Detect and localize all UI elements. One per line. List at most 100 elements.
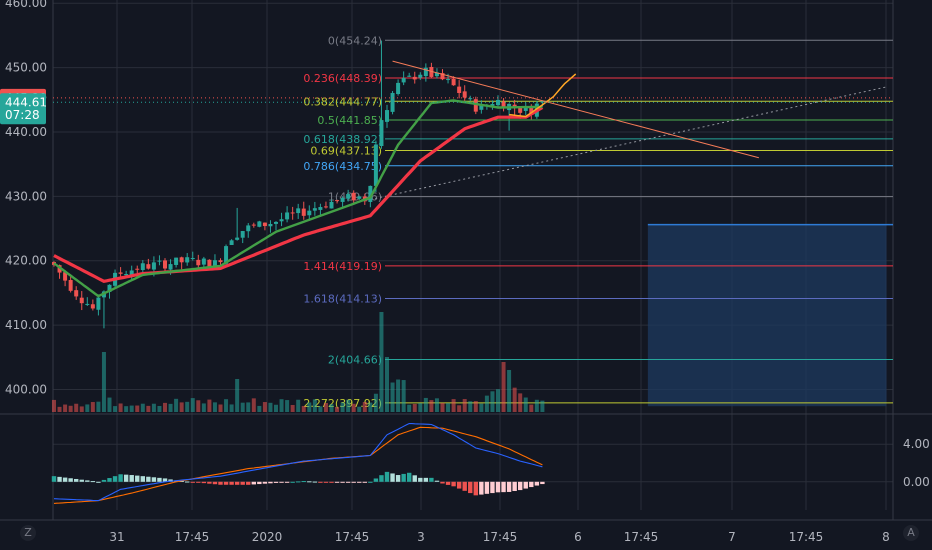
price-axis-label: 450.00: [5, 61, 47, 75]
volume-bar: [462, 399, 467, 412]
candle-body: [440, 73, 445, 80]
candle-body: [340, 197, 345, 202]
volume-bar: [335, 406, 340, 412]
candle-body: [323, 206, 328, 208]
macd-histogram: [51, 471, 545, 496]
candle-body: [423, 67, 428, 77]
macd-histogram-bar: [390, 473, 395, 482]
macd-histogram-bar: [445, 481, 451, 485]
macd-histogram-bar: [506, 481, 512, 492]
volume-bar: [429, 400, 434, 412]
macd-histogram-bar: [512, 481, 517, 492]
volume-bar: [174, 398, 179, 412]
candle-body: [68, 280, 73, 291]
macd-histogram-bar: [234, 481, 240, 485]
candle-body: [229, 240, 234, 245]
volume-bar: [101, 352, 106, 412]
time-axis-label: 8: [882, 530, 890, 544]
volume-bar: [518, 393, 523, 412]
candle-body: [129, 270, 134, 276]
candle: [146, 258, 151, 270]
volume-bar: [140, 403, 145, 412]
time-axis-label: 17:45: [335, 530, 370, 544]
candle-body: [434, 72, 439, 77]
grid: [53, 0, 893, 510]
volume-bar: [312, 399, 317, 412]
candle: [79, 291, 84, 311]
candle: [179, 256, 184, 270]
candle-body: [529, 106, 534, 116]
candle-body: [468, 98, 473, 100]
volume-bar: [340, 402, 345, 412]
volume-bar: [296, 399, 301, 412]
volume-bar: [318, 406, 323, 412]
candle-body: [157, 260, 162, 262]
volume-bar: [96, 401, 101, 412]
macd-histogram-bar: [434, 480, 440, 482]
macd-histogram-bar: [223, 481, 229, 485]
volume-bar: [52, 399, 56, 412]
fib-label-8: 1.414(419.19): [303, 260, 382, 273]
candle-body: [401, 78, 406, 83]
candle: [407, 72, 412, 77]
zoom-button[interactable]: Z: [20, 525, 36, 541]
volume-bar: [224, 399, 229, 412]
time-axis-label: 17:45: [624, 530, 659, 544]
candle-body: [290, 212, 295, 214]
auto-scale-button[interactable]: A: [903, 525, 919, 541]
candle: [323, 201, 328, 209]
volume-bar: [107, 397, 112, 412]
macd-histogram-bar: [540, 481, 545, 485]
dotted-trend-line: [370, 86, 887, 201]
macd-axis-label: 4.00: [903, 437, 930, 451]
macd-histogram-bar: [123, 474, 129, 482]
candle: [257, 220, 262, 228]
macd-histogram-bar: [62, 477, 68, 482]
macd-histogram-bar: [151, 477, 157, 482]
candle: [451, 76, 456, 86]
volume-bar: [207, 399, 212, 412]
candle-body: [179, 257, 184, 263]
volume-bar: [146, 405, 151, 412]
macd-histogram-bar: [279, 481, 284, 483]
candle: [412, 71, 417, 84]
macd-histogram-bar: [162, 478, 168, 482]
candle-body: [63, 272, 68, 281]
candle: [85, 297, 90, 306]
volume-bar: [85, 404, 90, 412]
candle: [290, 206, 295, 220]
volume-bar: [135, 405, 140, 412]
macd-histogram-bar: [484, 481, 490, 494]
candle-body: [146, 264, 151, 269]
price-axis-label: 410.00: [5, 318, 47, 332]
candle: [157, 255, 162, 266]
macd-histogram-bar: [412, 475, 417, 482]
macd-histogram-bar: [518, 481, 523, 491]
candle: [462, 85, 467, 101]
volume-bar: [268, 402, 273, 412]
candle-body: [346, 194, 351, 199]
macd-histogram-bar: [440, 481, 445, 484]
time-axis-label: 3: [417, 530, 425, 544]
candle-body: [279, 219, 284, 222]
volume-bar: [163, 402, 167, 412]
candle-body: [224, 246, 229, 264]
macd-histogram-bar: [401, 473, 406, 482]
volume-bar: [118, 403, 123, 412]
candle-body: [107, 284, 112, 293]
fib-label-1: 0.236(448.39): [303, 72, 382, 85]
macd-histogram-bar: [157, 477, 162, 482]
candle: [274, 221, 278, 231]
volume-bar: [368, 402, 373, 412]
candle-body: [379, 120, 384, 147]
candle-body: [412, 76, 417, 80]
candle-body: [473, 99, 478, 112]
candle: [490, 100, 495, 110]
fib-label-6: 0.786(434.75): [303, 160, 382, 173]
volume-bar: [357, 406, 362, 412]
candle: [457, 80, 462, 99]
candle: [523, 102, 528, 115]
candle-body: [285, 212, 290, 220]
